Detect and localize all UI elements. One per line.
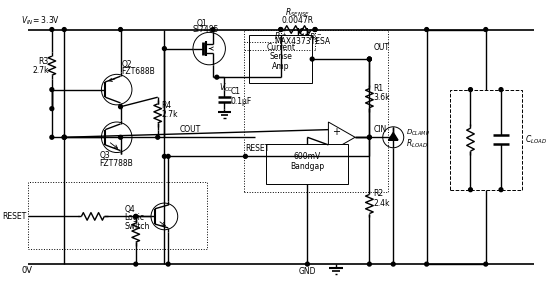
Circle shape [367, 262, 371, 266]
Bar [249, 35, 312, 83]
Circle shape [50, 88, 54, 92]
Circle shape [367, 57, 371, 61]
Text: +: + [332, 126, 340, 137]
Circle shape [425, 262, 428, 266]
Circle shape [499, 188, 503, 192]
Text: Q3: Q3 [100, 151, 111, 160]
Circle shape [367, 135, 371, 139]
Text: Q1: Q1 [196, 19, 207, 28]
Circle shape [392, 262, 395, 266]
Circle shape [484, 262, 488, 266]
Circle shape [211, 28, 215, 31]
Polygon shape [388, 133, 398, 140]
Text: Q4: Q4 [124, 205, 135, 214]
Circle shape [499, 88, 503, 92]
Text: $R_S^-$: $R_S^-$ [309, 32, 322, 46]
Text: RESET: RESET [2, 212, 26, 221]
Text: R4: R4 [162, 101, 172, 110]
Circle shape [119, 135, 123, 139]
Circle shape [279, 28, 283, 31]
Text: FZT688B: FZT688B [122, 67, 155, 76]
Circle shape [310, 57, 314, 61]
Circle shape [244, 155, 248, 158]
Text: 0V: 0V [21, 266, 32, 275]
Text: OUT: OUT [373, 43, 389, 52]
Circle shape [166, 155, 170, 158]
Circle shape [425, 28, 428, 31]
Text: $V_{IN}$= 3.3V: $V_{IN}$= 3.3V [21, 14, 60, 27]
Text: 0.0047R: 0.0047R [282, 16, 314, 25]
Polygon shape [328, 122, 355, 153]
Text: Sense: Sense [270, 52, 292, 61]
Text: 2.7k: 2.7k [32, 66, 49, 75]
Text: CIN: CIN [373, 125, 387, 134]
Text: $C_{LOAD}$: $C_{LOAD}$ [525, 133, 547, 146]
Circle shape [134, 215, 138, 218]
Text: R2: R2 [373, 189, 383, 198]
Circle shape [162, 47, 166, 50]
Circle shape [62, 135, 66, 139]
Circle shape [305, 262, 309, 266]
Circle shape [367, 57, 371, 61]
Circle shape [119, 105, 123, 109]
Text: $R_{LOAD}$: $R_{LOAD}$ [406, 138, 428, 150]
Circle shape [367, 57, 371, 61]
Text: Bandgap: Bandgap [290, 162, 324, 171]
Circle shape [279, 28, 283, 31]
Circle shape [215, 75, 219, 79]
Bar [450, 90, 522, 190]
Bar [28, 182, 207, 249]
Circle shape [484, 28, 488, 31]
Text: C1: C1 [230, 87, 240, 96]
Text: IC1: IC1 [296, 28, 310, 37]
Circle shape [119, 28, 123, 31]
Circle shape [50, 135, 54, 139]
Circle shape [156, 135, 159, 139]
Text: MAX4373TESA: MAX4373TESA [274, 37, 331, 46]
Text: 0.1μF: 0.1μF [230, 97, 251, 106]
Text: FZT788B: FZT788B [100, 159, 133, 168]
Circle shape [50, 107, 54, 110]
Text: SI7485: SI7485 [192, 25, 218, 35]
Circle shape [162, 155, 166, 158]
Circle shape [62, 135, 66, 139]
Circle shape [50, 28, 54, 31]
Circle shape [134, 215, 138, 218]
Circle shape [313, 28, 317, 31]
Circle shape [62, 28, 66, 31]
Text: $R_S^+$: $R_S^+$ [274, 31, 287, 46]
Text: R3: R3 [39, 57, 49, 66]
Text: 2.4k: 2.4k [373, 199, 390, 208]
Text: Q2: Q2 [122, 60, 132, 69]
Text: 2.7k: 2.7k [162, 110, 178, 119]
Circle shape [469, 88, 472, 92]
Text: RESET: RESET [245, 144, 270, 153]
Circle shape [166, 262, 170, 266]
Circle shape [469, 188, 472, 192]
Text: Current: Current [266, 43, 295, 52]
Circle shape [313, 28, 317, 31]
Circle shape [134, 262, 138, 266]
Bar [244, 30, 388, 192]
Text: GND: GND [299, 267, 316, 276]
Text: Amp: Amp [272, 61, 289, 70]
Text: 600mV: 600mV [294, 152, 321, 161]
Text: 3.6k: 3.6k [373, 93, 390, 102]
Text: R1: R1 [373, 84, 383, 93]
Circle shape [62, 135, 66, 139]
Bar [266, 144, 348, 184]
Text: $V_{CC}$: $V_{CC}$ [219, 81, 233, 93]
Text: Logic: Logic [124, 213, 144, 222]
Circle shape [367, 135, 371, 139]
Text: $R_{SENSE}$: $R_{SENSE}$ [285, 6, 310, 19]
Text: $D_{CLAMP}$: $D_{CLAMP}$ [406, 127, 430, 138]
Text: COUT: COUT [179, 125, 201, 134]
Circle shape [392, 135, 395, 139]
Text: Switch: Switch [124, 222, 150, 231]
